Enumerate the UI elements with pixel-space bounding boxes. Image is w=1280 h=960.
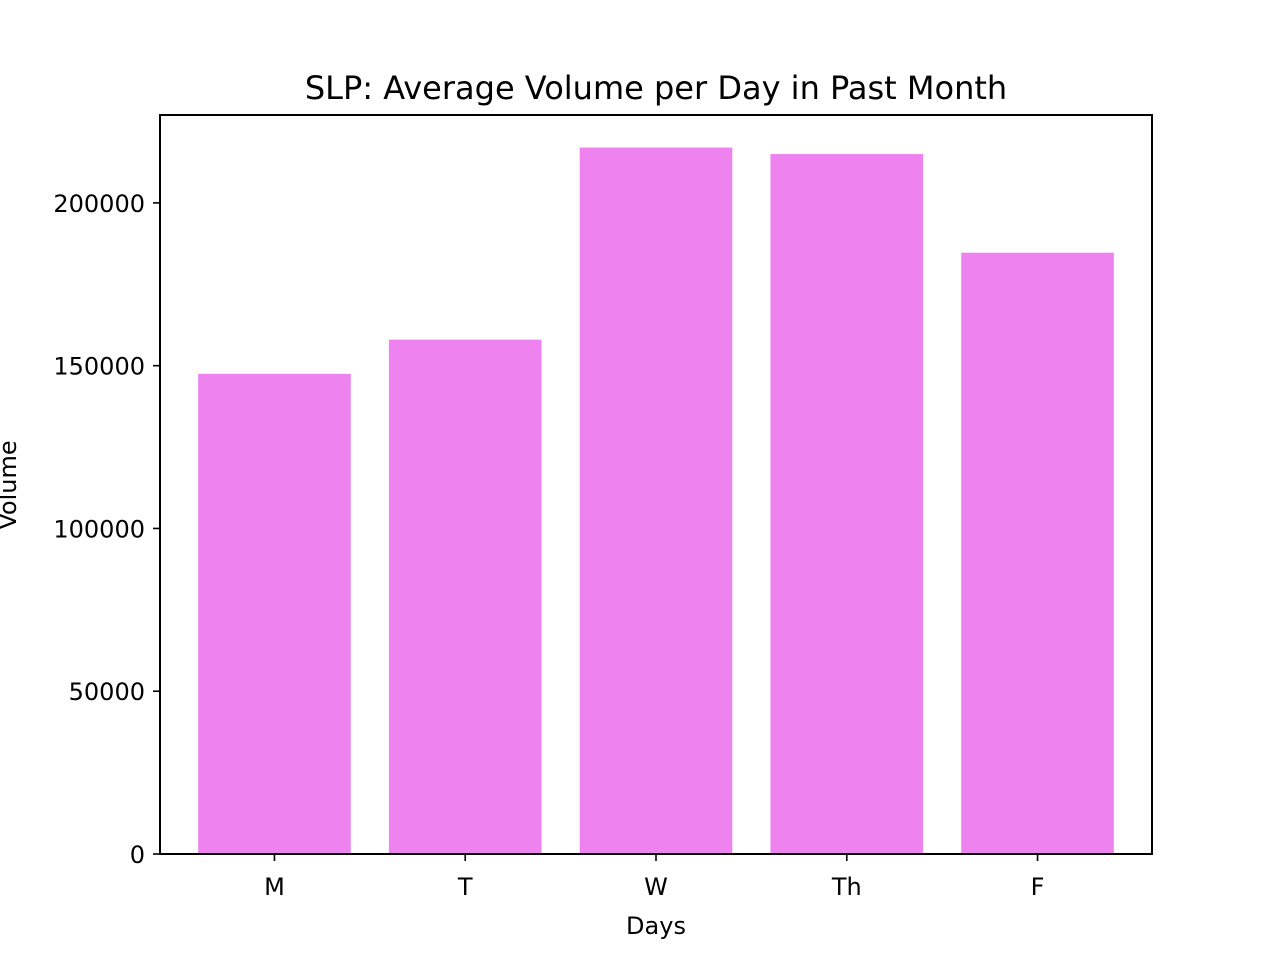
y-tick-label-0: 0 — [130, 841, 145, 869]
y-tick-label-100000: 100000 — [53, 515, 145, 543]
y-tick-label-50000: 50000 — [69, 678, 145, 706]
chart-title: SLP: Average Volume per Day in Past Mont… — [305, 69, 1007, 107]
bar-t — [388, 339, 542, 854]
bar-m — [198, 373, 351, 854]
x-axis-label: Days — [626, 912, 686, 940]
y-axis-label: Volume — [0, 440, 22, 529]
x-tick-label-th: Th — [831, 873, 862, 901]
bar-f — [961, 252, 1114, 854]
x-tick-label-f: F — [1031, 873, 1045, 901]
bar-w — [579, 147, 733, 855]
y-tick-label-150000: 150000 — [53, 353, 145, 381]
y-axis-ticks: 0 50000 100000 150000 200000 — [53, 190, 160, 869]
x-axis-ticks: M T W Th F — [264, 854, 1044, 901]
x-tick-label-m: M — [264, 873, 285, 901]
x-tick-label-t: T — [457, 873, 473, 901]
y-tick-label-200000: 200000 — [53, 190, 145, 218]
bars-group — [198, 147, 1114, 855]
bar-th — [770, 154, 924, 854]
x-tick-label-w: W — [644, 873, 668, 901]
